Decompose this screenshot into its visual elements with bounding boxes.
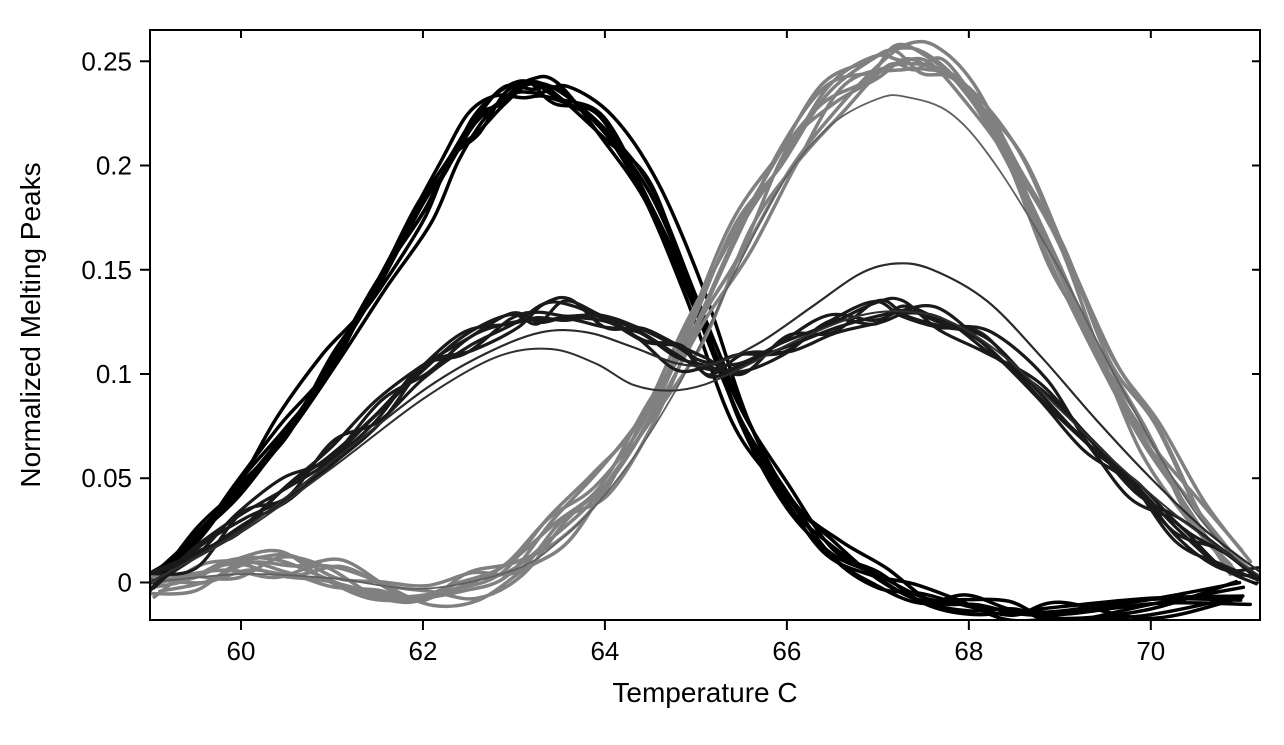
x-tick-label: 68 xyxy=(954,636,983,666)
x-axis-label: Temperature C xyxy=(612,677,797,708)
y-axis-label: Normalized Melting Peaks xyxy=(15,162,46,487)
x-tick-label: 66 xyxy=(772,636,801,666)
y-tick-label: 0.25 xyxy=(81,46,132,76)
x-tick-label: 64 xyxy=(590,636,619,666)
x-tick-label: 70 xyxy=(1136,636,1165,666)
y-tick-label: 0 xyxy=(118,567,132,597)
chart-svg: 60 62 64 66 68 70 0 0.05 0.1 0.15 0.2 0.25 Temperatu… xyxy=(0,0,1284,740)
y-tick-label: 0.05 xyxy=(81,463,132,493)
x-tick-label: 60 xyxy=(227,636,256,666)
y-tick-label: 0.15 xyxy=(81,255,132,285)
y-tick-label: 0.2 xyxy=(96,151,132,181)
x-tick-label: 62 xyxy=(408,636,437,666)
melting-peaks-chart: 60 62 64 66 68 70 0 0.05 0.1 0.15 0.2 0.25 Temperatu… xyxy=(0,0,1284,740)
y-tick-label: 0.1 xyxy=(96,359,132,389)
